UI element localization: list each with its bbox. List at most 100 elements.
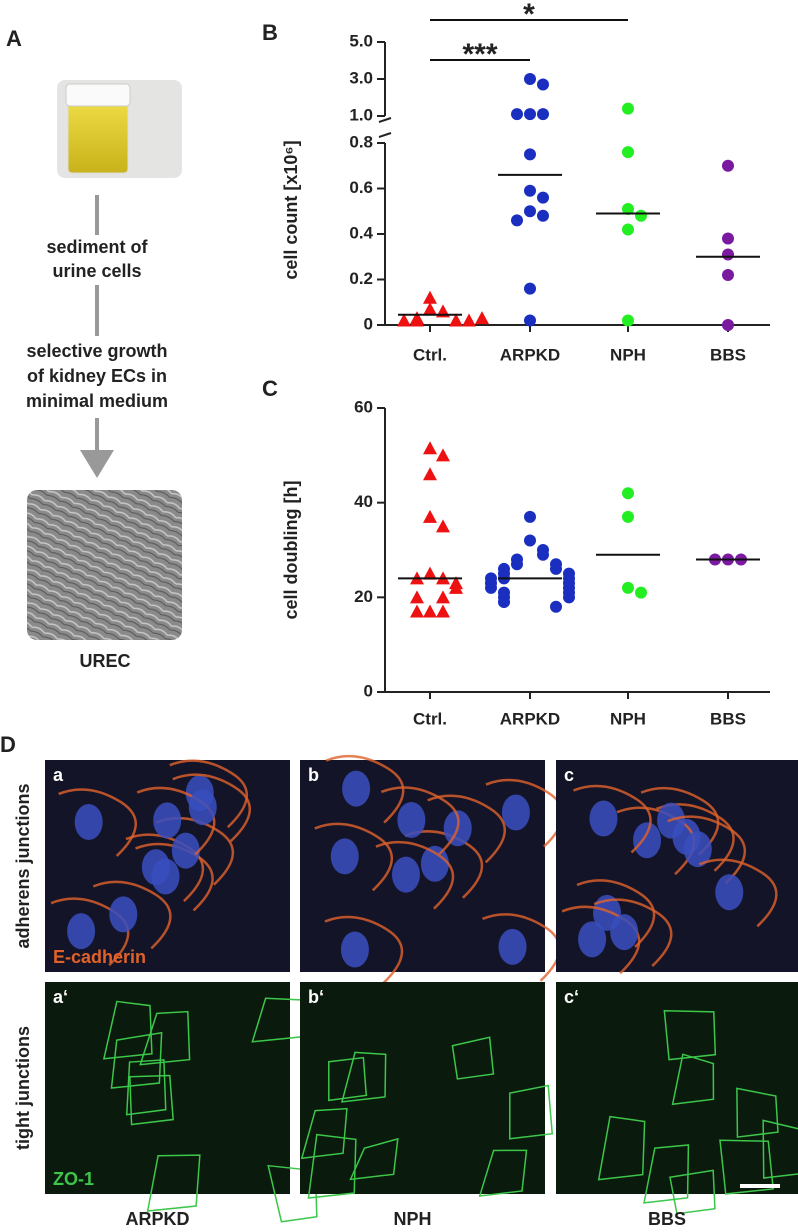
membrane	[762, 1119, 798, 1179]
column-label: NPH	[393, 1209, 431, 1229]
row-label: tight junctions	[13, 1026, 33, 1150]
column-label: BBS	[648, 1209, 686, 1229]
step-text: of kidney ECs in	[27, 366, 167, 386]
data-point	[423, 467, 437, 481]
data-point	[524, 510, 536, 523]
membrane	[307, 1133, 357, 1199]
scale-bar	[740, 1184, 780, 1188]
x-tick-label: ARPKD	[500, 709, 560, 728]
y-tick-label: 0.4	[349, 223, 373, 242]
data-point	[511, 214, 523, 227]
membrane	[110, 1031, 163, 1089]
y-tick-label: 20	[354, 587, 373, 606]
nucleus	[342, 770, 371, 807]
y-tick-label: 0.2	[349, 269, 373, 288]
nucleus	[141, 849, 170, 886]
data-point	[537, 78, 549, 91]
data-point	[622, 581, 634, 594]
data-point	[722, 248, 734, 261]
data-point	[410, 313, 424, 327]
arrow-head	[80, 450, 114, 478]
nucleus	[501, 794, 530, 831]
nucleus	[498, 928, 527, 965]
data-point	[524, 282, 536, 295]
x-tick-label: NPH	[610, 345, 646, 364]
membrane	[328, 1056, 368, 1102]
y-tick-label: 1.0	[349, 105, 373, 124]
membrane	[576, 879, 656, 948]
data-point	[436, 448, 450, 462]
nucleus	[153, 802, 182, 839]
nucleus	[420, 845, 449, 882]
nucleus	[109, 896, 138, 933]
nucleus	[589, 800, 618, 837]
data-point	[537, 108, 549, 121]
tile-label: b‘	[308, 987, 324, 1007]
data-point	[622, 510, 634, 523]
data-point	[622, 146, 634, 159]
data-point	[524, 148, 536, 161]
nucleus	[330, 838, 359, 875]
membrane	[404, 830, 484, 899]
data-point	[722, 159, 734, 172]
data-point	[449, 580, 463, 594]
nucleus	[67, 913, 96, 950]
membrane	[314, 822, 394, 892]
membrane	[451, 1036, 495, 1080]
membrane	[482, 913, 561, 982]
urine-cup-photo	[57, 80, 182, 178]
x-tick-label: Ctrl.	[413, 345, 447, 364]
nucleus	[578, 921, 607, 958]
tile-label: c	[564, 765, 574, 785]
data-point	[462, 313, 476, 327]
membrane	[719, 1139, 775, 1195]
axis-break	[378, 117, 392, 138]
y-tick-label: 0	[364, 314, 373, 333]
membrane	[640, 786, 720, 856]
membrane	[671, 1053, 715, 1106]
step-text: selective growth	[26, 341, 167, 361]
row-label: adherens junctions	[13, 783, 33, 948]
data-point	[622, 223, 634, 236]
membrane	[102, 1000, 153, 1060]
data-point	[537, 548, 549, 561]
data-point	[722, 232, 734, 245]
data-point	[524, 184, 536, 197]
significance-text: *	[523, 0, 535, 31]
membrane	[427, 794, 506, 864]
membrane	[125, 1059, 167, 1116]
membrane	[324, 915, 404, 985]
membrane	[300, 1107, 348, 1160]
data-point	[563, 591, 575, 604]
membrane	[129, 1074, 174, 1126]
data-point	[511, 108, 523, 121]
micrograph	[556, 982, 798, 1194]
y-tick-label: 0.8	[349, 132, 373, 151]
data-point	[622, 314, 634, 327]
nucleus	[171, 832, 200, 869]
data-point	[436, 604, 450, 618]
membrane	[478, 1149, 528, 1197]
membrane	[669, 1169, 716, 1215]
data-point	[423, 604, 437, 618]
data-point	[537, 209, 549, 222]
nucleus	[715, 874, 744, 911]
data-point	[410, 604, 424, 618]
membrane	[172, 773, 252, 843]
panel-label: A	[6, 26, 22, 51]
data-point	[524, 73, 536, 85]
data-point	[410, 590, 424, 604]
y-tick-label: 5.0	[349, 31, 373, 50]
data-point	[449, 313, 463, 327]
data-point	[485, 581, 497, 594]
data-point	[622, 202, 634, 215]
y-tick-label: 0	[364, 681, 373, 700]
data-point	[537, 191, 549, 204]
tile-label: c‘	[564, 987, 579, 1007]
y-axis-label: cell doubling [h]	[281, 481, 301, 620]
membrane	[593, 898, 673, 967]
data-point	[550, 600, 562, 613]
data-point	[436, 590, 450, 604]
x-tick-label: ARPKD	[500, 345, 560, 364]
